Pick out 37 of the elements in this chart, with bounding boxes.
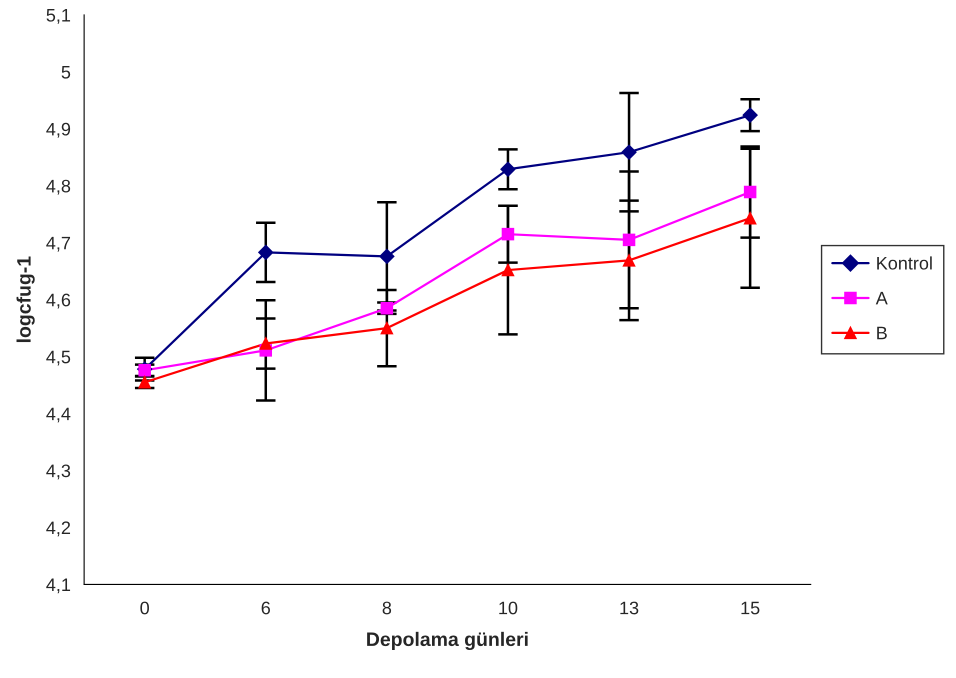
- x-tick-label: 15: [741, 602, 760, 614]
- y-tick-label: 4,8: [46, 180, 70, 195]
- y-tick-label: 4,4: [46, 408, 70, 422]
- point: [742, 108, 758, 123]
- x-tick-label: 0: [140, 602, 149, 614]
- y-tick-label: 4,7: [46, 236, 70, 252]
- legend-label: Kontrol: [877, 256, 932, 270]
- y-axis-title: logcfug-1: [16, 256, 35, 342]
- y-tick-label: 4,2: [46, 521, 70, 536]
- y-tick-label: 5,1: [46, 9, 70, 24]
- point: [258, 244, 274, 260]
- x-tick-label: 10: [499, 602, 518, 614]
- point: [621, 144, 637, 160]
- x-tick-label: 13: [620, 602, 638, 614]
- y-tick-label: 4,9: [46, 122, 70, 138]
- x-axis-title: Depolama günleri: [367, 632, 528, 650]
- x-tick-label: 8: [382, 602, 392, 614]
- point: [622, 234, 636, 246]
- point: [622, 254, 636, 267]
- point: [502, 264, 514, 276]
- point: [380, 322, 394, 334]
- y-tick-label: 4,6: [46, 294, 70, 309]
- point: [379, 248, 394, 264]
- point: [744, 212, 756, 224]
- point: [502, 228, 514, 240]
- y-tick-label: 5: [62, 66, 70, 79]
- point: [744, 186, 756, 198]
- y-tick-label: 4,1: [46, 578, 70, 594]
- y-tick-label: 4,3: [46, 464, 70, 480]
- point: [260, 337, 272, 350]
- legend-label: B: [877, 326, 887, 340]
- point: [380, 302, 394, 314]
- point: [500, 162, 516, 177]
- legend-label: A: [876, 292, 888, 304]
- x-tick-label: 6: [262, 602, 270, 614]
- point: [138, 364, 151, 377]
- y-tick-label: 4,5: [46, 350, 70, 366]
